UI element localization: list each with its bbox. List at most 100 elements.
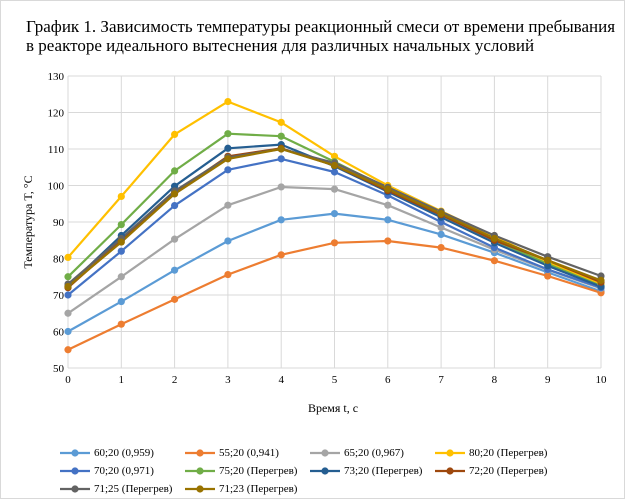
data-point xyxy=(544,262,552,270)
legend-label: 71;23 (Перегрев) xyxy=(219,483,298,495)
x-tick-label: 6 xyxy=(385,374,391,386)
legend-swatch xyxy=(185,485,215,493)
plot-area: 50 60 70 80 90 100 110 120 130 0 1 2 3 4 5 6 7 8 9 10 Врем… xyxy=(21,71,607,415)
x-tick-labels: 0 1 2 3 4 5 6 7 8 9 10 xyxy=(65,374,607,386)
data-point xyxy=(330,210,339,218)
series-points xyxy=(64,97,605,354)
data-point xyxy=(64,327,72,336)
chart-title: График 1. Зависимость температуры реакци… xyxy=(26,17,616,55)
x-tick-label: 2 xyxy=(172,374,178,386)
x-tick-label: 3 xyxy=(225,374,231,386)
legend-item: 71;25 (Перегрев) xyxy=(60,483,185,495)
data-point xyxy=(330,152,339,160)
legend-item: 72;20 (Перегрев) xyxy=(435,465,560,477)
data-point xyxy=(544,272,552,280)
legend-row: 60;20 (0,959) 55;20 (0,941) 65;20 (0,967) 8… xyxy=(60,444,620,462)
legend-label: 73;20 (Перегрев) xyxy=(344,465,423,477)
legend-swatch xyxy=(185,467,215,475)
y-tick-label: 130 xyxy=(48,71,65,83)
data-point xyxy=(597,276,605,284)
x-tick-label: 5 xyxy=(332,374,338,386)
x-tick-label: 0 xyxy=(65,374,71,386)
data-point xyxy=(171,295,179,303)
data-point xyxy=(437,230,445,239)
data-point xyxy=(277,132,285,140)
legend-swatch xyxy=(60,467,90,475)
legend-row: 71;25 (Перегрев) 71;23 (Перегрев) xyxy=(60,480,620,498)
y-tick-label: 90 xyxy=(53,217,65,229)
y-tick-label: 70 xyxy=(53,290,65,302)
legend-label: 65;20 (0,967) xyxy=(344,447,404,459)
data-point xyxy=(117,238,125,246)
data-point xyxy=(171,235,179,243)
legend-item: 70;20 (0,971) xyxy=(60,465,185,477)
legend-item: 73;20 (Перегрев) xyxy=(310,465,435,477)
data-point xyxy=(437,223,445,232)
data-point xyxy=(277,251,285,259)
x-tick-label: 8 xyxy=(492,374,498,386)
data-point xyxy=(64,346,72,354)
legend-swatch xyxy=(185,449,215,457)
legend-item: 55;20 (0,941) xyxy=(185,447,310,459)
legend-row: 70;20 (0,971) 75;20 (Перегрев) 73;20 (Пере… xyxy=(60,462,620,480)
y-tick-label: 80 xyxy=(53,254,65,266)
x-tick-label: 7 xyxy=(438,374,444,386)
data-point xyxy=(117,192,125,201)
x-tick-label: 9 xyxy=(545,374,551,386)
data-point xyxy=(224,97,232,106)
data-point xyxy=(490,257,498,265)
data-point xyxy=(224,144,232,152)
data-point xyxy=(171,190,179,198)
legend-swatch xyxy=(310,467,340,475)
data-point xyxy=(330,239,339,247)
data-point xyxy=(277,216,285,224)
data-point xyxy=(64,273,72,281)
data-point xyxy=(384,201,392,209)
y-tick-label: 60 xyxy=(53,327,65,339)
legend-item: 65;20 (0,967) xyxy=(310,447,435,459)
data-point xyxy=(64,283,72,291)
legend-label: 75;20 (Перегрев) xyxy=(219,465,298,477)
legend-item: 80;20 (Перегрев) xyxy=(435,447,560,459)
data-point xyxy=(117,273,125,281)
data-point xyxy=(171,201,179,210)
x-tick-label: 10 xyxy=(596,374,608,386)
legend-swatch xyxy=(60,449,90,457)
data-point xyxy=(384,237,392,245)
data-point xyxy=(437,243,445,252)
legend-label: 80;20 (Перегрев) xyxy=(469,447,548,459)
data-point xyxy=(330,168,339,176)
data-point xyxy=(224,166,232,174)
data-point xyxy=(117,247,125,255)
data-point xyxy=(171,130,179,138)
x-tick-label: 1 xyxy=(119,374,125,386)
data-point xyxy=(171,266,179,274)
data-point xyxy=(224,155,232,163)
legend-item: 60;20 (0,959) xyxy=(60,447,185,459)
data-point xyxy=(384,185,392,193)
legend-swatch xyxy=(435,467,465,475)
data-point xyxy=(117,220,125,229)
data-point xyxy=(224,130,232,138)
data-point xyxy=(277,183,285,191)
data-point xyxy=(277,155,285,163)
data-point xyxy=(171,167,179,175)
legend-label: 72;20 (Перегрев) xyxy=(469,465,548,477)
legend-label: 60;20 (0,959) xyxy=(94,447,154,459)
legend-swatch xyxy=(60,485,90,493)
y-tick-label: 120 xyxy=(48,108,65,120)
y-tick-label: 110 xyxy=(48,144,65,156)
data-point xyxy=(384,216,392,224)
legend-swatch xyxy=(310,449,340,457)
data-point xyxy=(64,309,72,317)
data-point xyxy=(117,320,125,328)
data-point xyxy=(277,118,285,126)
data-point xyxy=(224,237,232,245)
legend-label: 71;25 (Перегрев) xyxy=(94,483,173,495)
x-axis-title: Время t, c xyxy=(308,401,358,415)
data-point xyxy=(330,161,339,170)
data-point xyxy=(117,297,125,306)
y-tick-label: 100 xyxy=(48,181,65,193)
legend-label: 70;20 (0,971) xyxy=(94,465,154,477)
y-tick-label: 50 xyxy=(53,363,65,375)
